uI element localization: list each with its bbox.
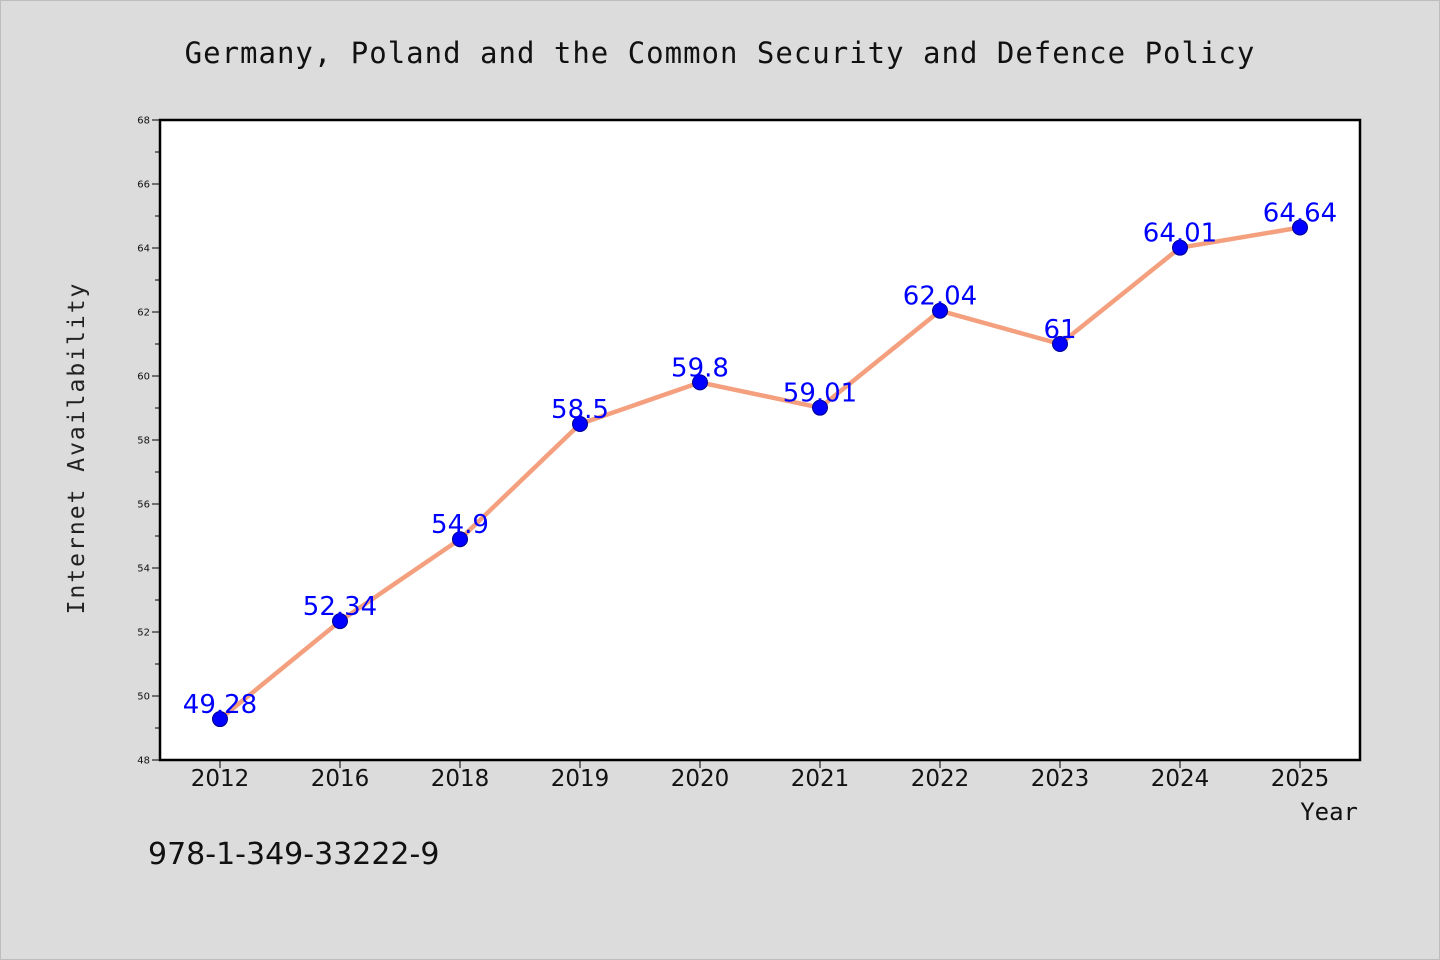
x-tick-label: 2016 <box>311 766 370 792</box>
data-point <box>812 399 828 416</box>
data-label: 61 <box>1043 315 1076 345</box>
y-tick-label: 58 <box>137 436 150 447</box>
data-label: 54.9 <box>431 510 489 540</box>
y-tick-label: 50 <box>137 692 150 703</box>
x-tick-label: 2022 <box>911 766 970 792</box>
y-tick-label: 68 <box>137 116 150 127</box>
chart-title: Germany, Poland and the Common Security … <box>185 36 1256 70</box>
isbn-annotation: 978-1-349-33222-9 <box>148 837 439 872</box>
data-point <box>932 302 948 319</box>
y-tick-label: 60 <box>137 372 150 383</box>
y-tick-label: 52 <box>137 628 150 639</box>
series-line <box>217 225 1303 722</box>
data-point <box>692 374 708 391</box>
data-label: 64.64 <box>1263 199 1337 229</box>
data-label: 52.34 <box>303 592 377 622</box>
x-tick-label: 2018 <box>431 766 490 792</box>
data-point <box>1172 239 1188 256</box>
data-label: 64.01 <box>1143 219 1217 249</box>
data-label: 59.01 <box>783 379 857 409</box>
y-tick-label: 54 <box>137 564 150 575</box>
y-tick-label: 56 <box>137 500 150 511</box>
data-point <box>452 531 468 548</box>
data-point <box>212 711 228 728</box>
y-tick-label: 66 <box>137 180 150 191</box>
y-tick-label: 48 <box>137 756 150 767</box>
data-point <box>1052 336 1068 352</box>
x-tick-label: 2020 <box>671 766 730 792</box>
x-tick-label: 2024 <box>1151 766 1210 792</box>
x-tick-label: 2012 <box>191 766 250 792</box>
x-axis-ticks: 2012 2016 2018 2019 2020 2021 2022 2023 2024 2025 <box>191 760 1330 792</box>
y-tick-label: 62 <box>137 308 150 319</box>
x-tick-label: 2019 <box>551 766 610 792</box>
series-layer: 49.28 52.34 54.9 58.5 59.8 59.01 62.04 61 64.01 6… <box>183 199 1337 728</box>
y-tick-label: 64 <box>137 244 150 255</box>
data-label: 59.8 <box>671 353 729 383</box>
x-axis-label: Year <box>1300 798 1358 826</box>
x-tick-label: 2023 <box>1031 766 1090 792</box>
data-label: 58.5 <box>551 395 609 425</box>
x-tick-label: 2021 <box>791 766 850 792</box>
data-point <box>332 613 348 630</box>
data-label: 62.04 <box>903 282 977 312</box>
y-axis-label: Internet Availability <box>64 282 90 615</box>
data-label: 49.28 <box>183 690 257 720</box>
data-point <box>572 416 588 432</box>
x-tick-label: 2025 <box>1271 766 1330 792</box>
y-axis-ticks: 48 50 52 54 56 58 60 62 64 66 68 <box>137 116 160 767</box>
data-point <box>1292 219 1308 236</box>
plot-area <box>158 118 1362 762</box>
